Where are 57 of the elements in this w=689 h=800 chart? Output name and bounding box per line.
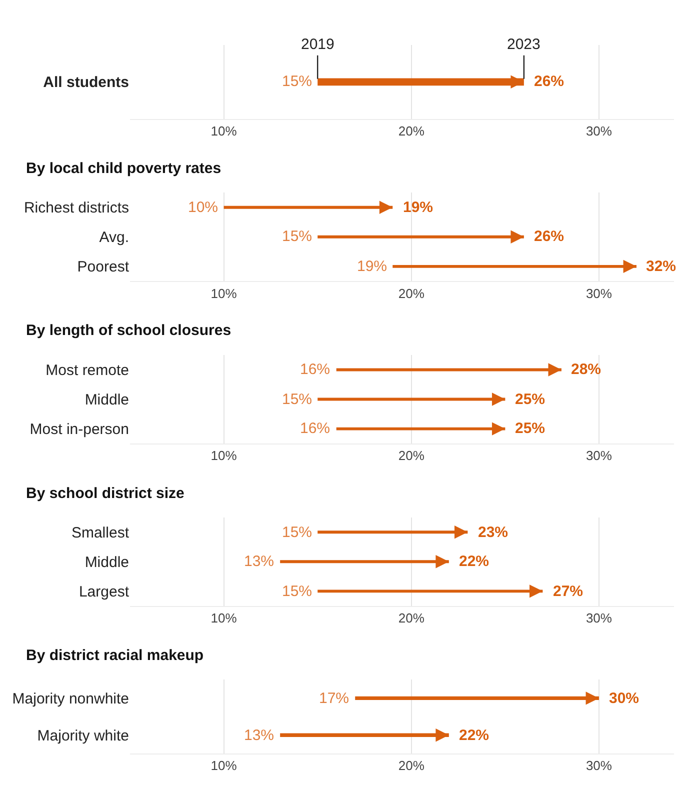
annotation: 13% bbox=[244, 553, 274, 570]
x-tick-label: 10% bbox=[210, 123, 238, 138]
x-tick-label: 10% bbox=[210, 448, 238, 464]
annotation: 17% bbox=[319, 690, 350, 707]
annotation: 16% bbox=[300, 420, 330, 437]
annotation: 22% bbox=[459, 553, 490, 570]
annotation: 2019 bbox=[301, 36, 334, 53]
y-tick-label: Majority white bbox=[37, 727, 129, 744]
y-tick-label: Smallest bbox=[71, 524, 130, 542]
annotation: 23% bbox=[478, 524, 508, 541]
x-tick-label: 20% bbox=[398, 448, 425, 464]
annotation: 15% bbox=[282, 228, 312, 245]
x-tick-label: 20% bbox=[398, 610, 425, 626]
y-tick-label: Middle bbox=[84, 392, 129, 409]
annotation: 19% bbox=[403, 199, 434, 216]
annotation: 16% bbox=[300, 361, 330, 378]
y-tick-label: Most remote bbox=[46, 362, 129, 380]
chart-title: By length of school closures bbox=[26, 322, 232, 339]
y-tick-label: Richest districts bbox=[24, 200, 129, 217]
annotation: 22% bbox=[459, 727, 490, 744]
y-tick-label: Majority nonwhite bbox=[12, 690, 129, 708]
y-tick-label: All students bbox=[43, 74, 129, 92]
annotation: 25% bbox=[515, 420, 546, 437]
annotation: 15% bbox=[282, 73, 312, 90]
annotation: 2023 bbox=[507, 36, 540, 53]
x-tick-label: 10% bbox=[210, 610, 238, 626]
y-tick-label: Avg. bbox=[99, 229, 129, 246]
y-tick-label: Most in-person bbox=[30, 421, 129, 438]
x-tick-label: 10% bbox=[210, 758, 238, 774]
chart-title: By school district size bbox=[26, 485, 184, 502]
annotation: 15% bbox=[282, 524, 312, 541]
y-tick-label: Middle bbox=[84, 554, 129, 571]
x-tick-label: 30% bbox=[586, 448, 612, 464]
annotation: 27% bbox=[553, 583, 584, 600]
annotation: 10% bbox=[188, 199, 218, 216]
annotation: 19% bbox=[357, 258, 388, 275]
annotation: 15% bbox=[282, 583, 312, 600]
chart-title: By district racial makeup bbox=[26, 647, 204, 664]
y-tick-label: Largest bbox=[78, 583, 130, 600]
annotation: 13% bbox=[244, 727, 274, 744]
annotation: 26% bbox=[534, 73, 564, 90]
annotation: 30% bbox=[609, 690, 640, 707]
x-tick-label: 30% bbox=[586, 758, 612, 774]
x-tick-label: 30% bbox=[586, 286, 612, 301]
annotation: 25% bbox=[515, 391, 546, 408]
x-tick-label: 20% bbox=[398, 286, 425, 301]
annotation: 26% bbox=[534, 228, 564, 245]
x-tick-label: 30% bbox=[586, 123, 612, 138]
chart-title: By local child poverty rates bbox=[26, 160, 222, 177]
annotation: 15% bbox=[282, 391, 312, 408]
x-tick-label: 20% bbox=[398, 758, 425, 774]
x-tick-label: 30% bbox=[586, 610, 612, 626]
x-tick-label: 20% bbox=[398, 123, 425, 138]
annotation: 28% bbox=[571, 361, 602, 378]
annotation: 32% bbox=[646, 258, 676, 275]
y-tick-label: Poorest bbox=[77, 258, 130, 276]
x-tick-label: 10% bbox=[210, 286, 238, 301]
